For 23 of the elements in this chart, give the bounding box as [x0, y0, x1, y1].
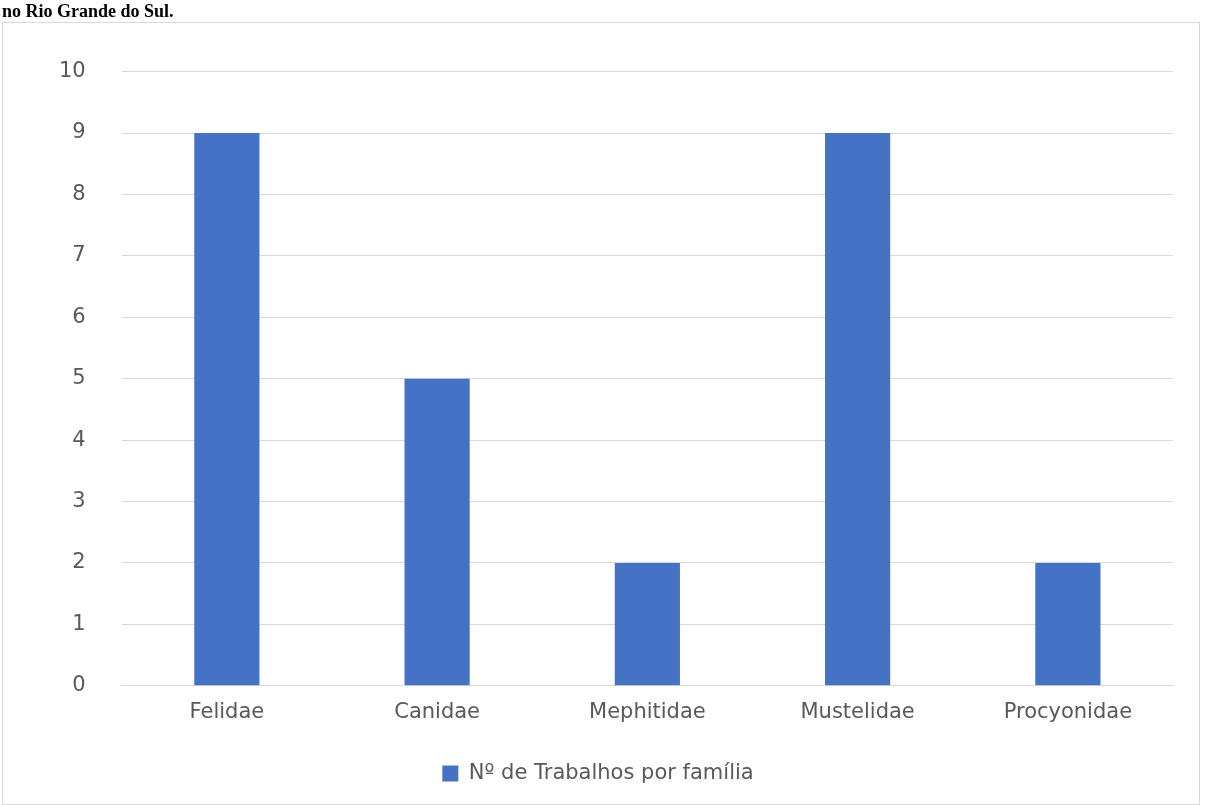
x-tick-label: Canidae: [394, 698, 480, 723]
bar: [614, 562, 680, 686]
y-tick-label: 6: [72, 303, 86, 328]
x-tick-label: Mustelidae: [800, 698, 915, 723]
y-tick-label: 7: [72, 242, 86, 267]
bar: [404, 378, 470, 686]
y-tick-label: 8: [72, 180, 86, 205]
y-tick-label: 0: [72, 672, 86, 697]
bar: [1035, 562, 1101, 686]
y-tick-label: 3: [72, 487, 86, 512]
bar: [825, 133, 891, 686]
y-tick-label: 4: [72, 426, 86, 451]
y-tick-label: 5: [72, 365, 86, 390]
y-tick-label: 2: [72, 549, 86, 574]
y-tick-label: 10: [58, 58, 86, 83]
y-tick-label: 1: [72, 610, 86, 635]
chart-title: no Rio Grande do Sul.: [1, 0, 175, 22]
x-tick-label: Procyonidae: [1003, 698, 1133, 723]
legend-label: Nº de Trabalhos por família: [468, 759, 754, 784]
x-tick-label: Felidae: [189, 698, 265, 723]
y-tick-label: 9: [72, 119, 86, 144]
bar: [194, 133, 260, 686]
x-tick-label: Mephitidae: [589, 698, 706, 723]
